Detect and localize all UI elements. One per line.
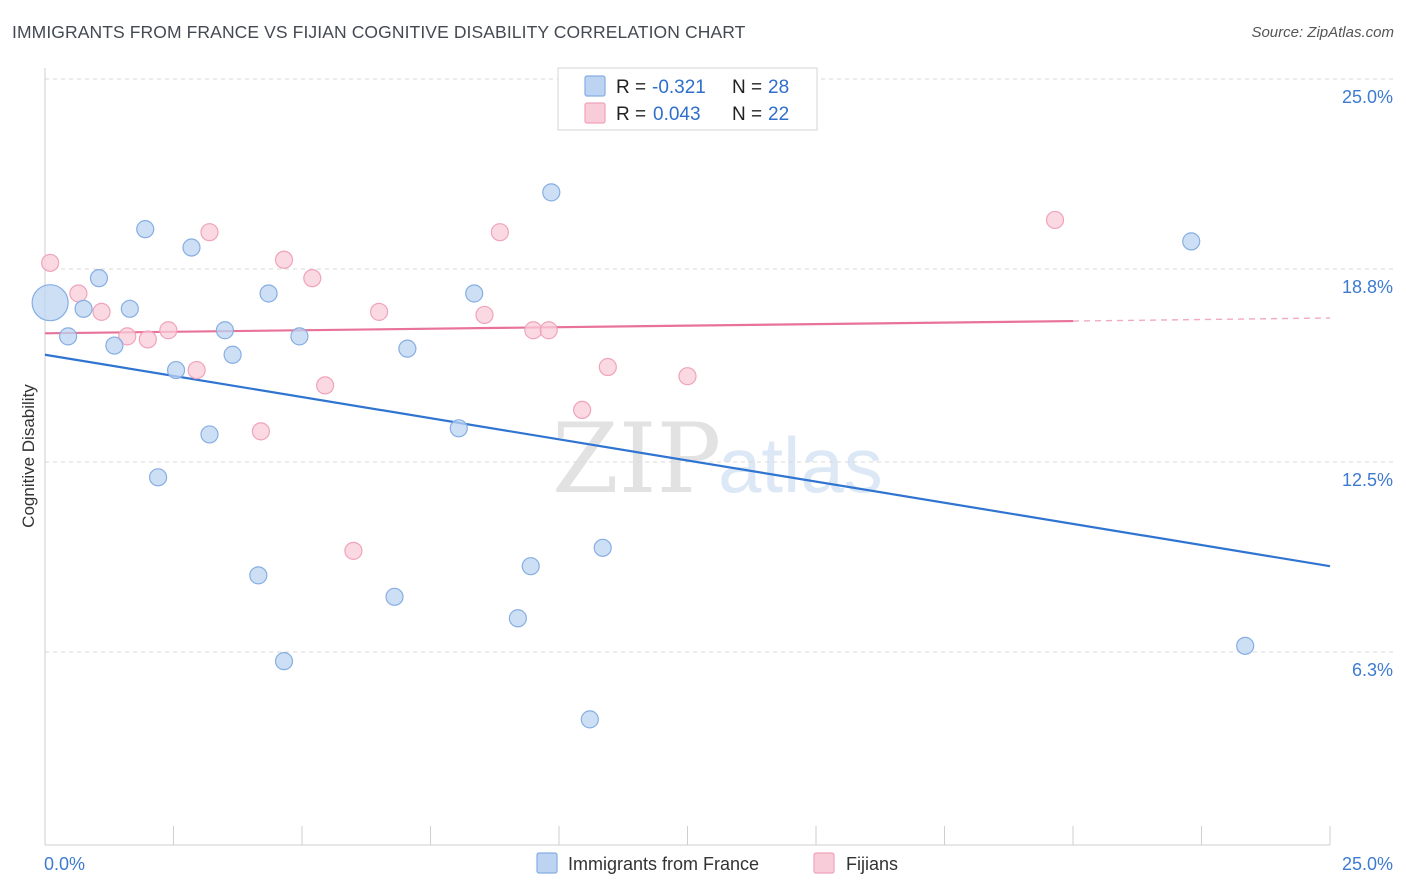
- data-point-blue: [223, 345, 242, 364]
- legend-r-label: R =: [616, 104, 646, 125]
- legend-n-label: N =: [732, 104, 762, 125]
- legend-bottom: Immigrants from France Fijians: [536, 852, 898, 874]
- data-point-pink: [118, 327, 137, 346]
- legend-r-label: R =: [616, 77, 646, 98]
- legend-n-value: 28: [768, 77, 789, 98]
- x-tick-label: 0.0%: [44, 854, 85, 874]
- data-point-pink: [187, 360, 206, 380]
- data-point-pink: [539, 321, 558, 340]
- data-point-blue: [89, 269, 109, 288]
- legend-r-value: -0.321: [652, 77, 706, 98]
- data-point-blue: [274, 652, 294, 671]
- data-point-blue: [74, 299, 93, 318]
- data-point-blue: [1236, 636, 1255, 655]
- trend-line-pink: [44, 319, 1074, 335]
- legend-label-immigrants-from-france: Immigrants from France: [568, 854, 759, 874]
- y-tick-label: 18.8%: [1342, 277, 1393, 297]
- data-point-pink: [524, 321, 543, 340]
- trend-line-blue: [44, 353, 1331, 568]
- data-point-pink: [678, 367, 697, 386]
- legend-label-fijians: Fijians: [846, 854, 898, 874]
- legend-swatch-pink: [584, 102, 606, 124]
- data-point-pink: [251, 422, 270, 441]
- data-point-pink: [598, 357, 617, 377]
- data-point-pink: [69, 284, 88, 303]
- data-point-blue: [136, 220, 155, 239]
- axes: [44, 68, 1331, 846]
- y-tick-label: 25.0%: [1342, 87, 1393, 107]
- data-point-blue: [215, 321, 234, 340]
- data-point-pink: [475, 305, 494, 325]
- data-point-pink: [490, 223, 509, 242]
- legend-swatch-blue: [536, 852, 558, 874]
- data-point-blue: [398, 339, 417, 358]
- data-point-blue: [465, 284, 484, 303]
- data-point-blue: [385, 587, 404, 606]
- trend-line-extension-pink: [1072, 317, 1331, 322]
- chart-title: IMMIGRANTS FROM FRANCE VS FIJIAN COGNITI…: [12, 22, 746, 42]
- data-point-blue: [521, 557, 540, 576]
- legend-r-value: 0.043: [653, 104, 701, 125]
- data-point-blue: [249, 566, 268, 585]
- data-point-pink: [200, 223, 219, 242]
- data-point-blue: [290, 327, 309, 346]
- legend-n-value: 22: [768, 104, 789, 125]
- data-point-blue: [120, 299, 139, 318]
- data-points: [31, 183, 1255, 729]
- y-tick-label: 6.3%: [1352, 660, 1393, 680]
- source-credit: Source: ZipAtlas.com: [1251, 24, 1394, 41]
- data-point-blue: [508, 609, 527, 628]
- data-point-pink: [1045, 210, 1065, 230]
- data-point-blue: [182, 238, 201, 257]
- legend-swatch-blue: [584, 75, 606, 97]
- data-point-blue: [105, 336, 124, 355]
- data-point-pink: [316, 376, 335, 395]
- data-point-blue: [580, 710, 599, 729]
- data-point-pink: [344, 541, 363, 560]
- data-point-blue: [31, 284, 69, 322]
- legend-n-label: N =: [732, 77, 762, 98]
- y-tick-labels: 25.0% 18.8% 12.5% 6.3%: [1342, 87, 1393, 680]
- data-point-blue: [259, 284, 278, 303]
- watermark-zip: ZIP: [552, 403, 721, 515]
- legend-top: R = -0.321 N = 28 R = 0.043 N = 22: [557, 67, 818, 131]
- data-point-blue: [593, 538, 612, 557]
- data-point-blue: [59, 327, 78, 346]
- x-tick-labels: 0.0% 25.0%: [44, 854, 1393, 874]
- data-point-pink: [159, 321, 178, 340]
- data-point-pink: [41, 253, 60, 272]
- data-point-blue: [166, 360, 186, 380]
- gridlines: [45, 78, 1393, 653]
- data-point-pink: [303, 269, 322, 288]
- legend-swatch-pink: [813, 852, 835, 874]
- data-point-blue: [148, 468, 168, 487]
- data-point-blue: [449, 419, 468, 438]
- data-point-pink: [370, 302, 389, 321]
- data-point-pink: [573, 400, 592, 420]
- watermark-atlas: atlas: [718, 421, 883, 509]
- data-point-blue: [200, 425, 219, 444]
- x-tick-label: 25.0%: [1342, 854, 1393, 874]
- y-tick-label: 12.5%: [1342, 470, 1393, 490]
- data-point-blue: [542, 183, 561, 202]
- data-point-pink: [138, 330, 157, 349]
- data-point-pink: [92, 302, 111, 321]
- data-point-pink: [274, 250, 294, 269]
- y-axis-label: Cognitive Disability: [19, 384, 38, 528]
- data-point-blue: [1182, 232, 1201, 251]
